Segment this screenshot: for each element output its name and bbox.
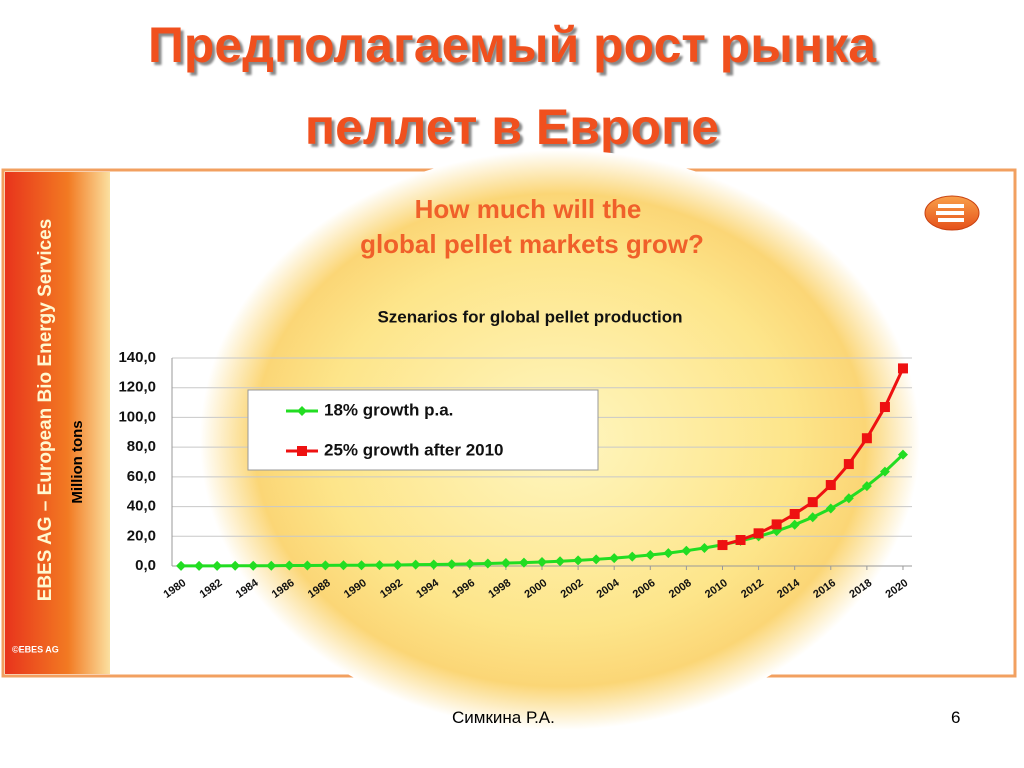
marker xyxy=(266,560,277,571)
marker xyxy=(356,560,367,571)
legend-box xyxy=(247,389,599,471)
footer-author: Симкина Р.А. xyxy=(452,708,555,727)
slide-title: Предполагаемый рост рынка xyxy=(147,17,877,73)
marker xyxy=(627,551,638,562)
marker xyxy=(825,480,836,491)
marker xyxy=(681,545,692,556)
marker xyxy=(338,560,349,571)
marker xyxy=(392,559,403,570)
chart-subtitle: Szenarios for global pellet production xyxy=(377,307,682,326)
marker xyxy=(879,402,890,413)
marker xyxy=(879,466,890,477)
marker xyxy=(609,553,620,564)
marker xyxy=(897,363,908,374)
sidebar-text: EBES AG – European Bio Energy Services xyxy=(35,219,56,602)
marker xyxy=(428,559,439,570)
y-tick-label: 100,0 xyxy=(118,408,156,425)
marker xyxy=(537,556,547,567)
legend-label: 18% growth p.a. xyxy=(324,400,453,419)
marker xyxy=(284,560,295,571)
marker xyxy=(482,558,493,569)
marker xyxy=(464,558,475,569)
y-tick-label: 20,0 xyxy=(127,527,156,544)
marker xyxy=(717,540,728,551)
marker xyxy=(320,560,331,571)
logo-mark xyxy=(936,204,964,222)
marker xyxy=(807,512,818,523)
marker xyxy=(789,509,800,519)
chart-title: How much will the global pellet markets g… xyxy=(360,194,704,259)
marker xyxy=(753,528,764,539)
marker xyxy=(663,548,674,559)
marker xyxy=(555,556,566,567)
marker xyxy=(591,554,602,565)
marker xyxy=(897,449,908,460)
copyright: ©EBES AG xyxy=(12,644,59,654)
marker xyxy=(410,559,421,570)
marker xyxy=(735,535,746,545)
marker xyxy=(500,558,511,569)
marker xyxy=(843,493,854,504)
legend-marker xyxy=(297,446,307,456)
page-number: 6 xyxy=(951,708,961,727)
marker xyxy=(374,560,385,571)
marker xyxy=(843,459,854,470)
y-tick-label: 0,0 xyxy=(135,557,156,574)
marker xyxy=(699,543,710,554)
marker xyxy=(771,519,782,530)
y-tick-label: 140,0 xyxy=(118,349,156,366)
marker xyxy=(789,519,800,530)
y-tick-label: 120,0 xyxy=(118,379,156,396)
y-tick-label: 80,0 xyxy=(127,438,156,455)
marker xyxy=(194,560,205,571)
sidebar xyxy=(5,172,110,674)
legend-label: 25% growth after 2010 xyxy=(324,440,504,459)
y-axis-label: Million tons xyxy=(69,420,86,503)
marker xyxy=(861,481,872,492)
slide-title: пеллет в Европе xyxy=(304,99,720,155)
marker xyxy=(176,560,187,571)
marker xyxy=(825,503,836,514)
marker xyxy=(446,559,457,570)
legend-marker xyxy=(297,406,307,416)
marker xyxy=(212,560,223,571)
marker xyxy=(230,560,241,571)
marker xyxy=(248,560,259,571)
y-tick-label: 60,0 xyxy=(127,468,156,485)
marker xyxy=(302,560,313,571)
marker xyxy=(518,557,529,568)
marker xyxy=(861,433,872,444)
marker xyxy=(807,497,818,508)
marker xyxy=(573,555,584,566)
y-tick-label: 40,0 xyxy=(127,498,156,515)
marker xyxy=(645,550,656,561)
